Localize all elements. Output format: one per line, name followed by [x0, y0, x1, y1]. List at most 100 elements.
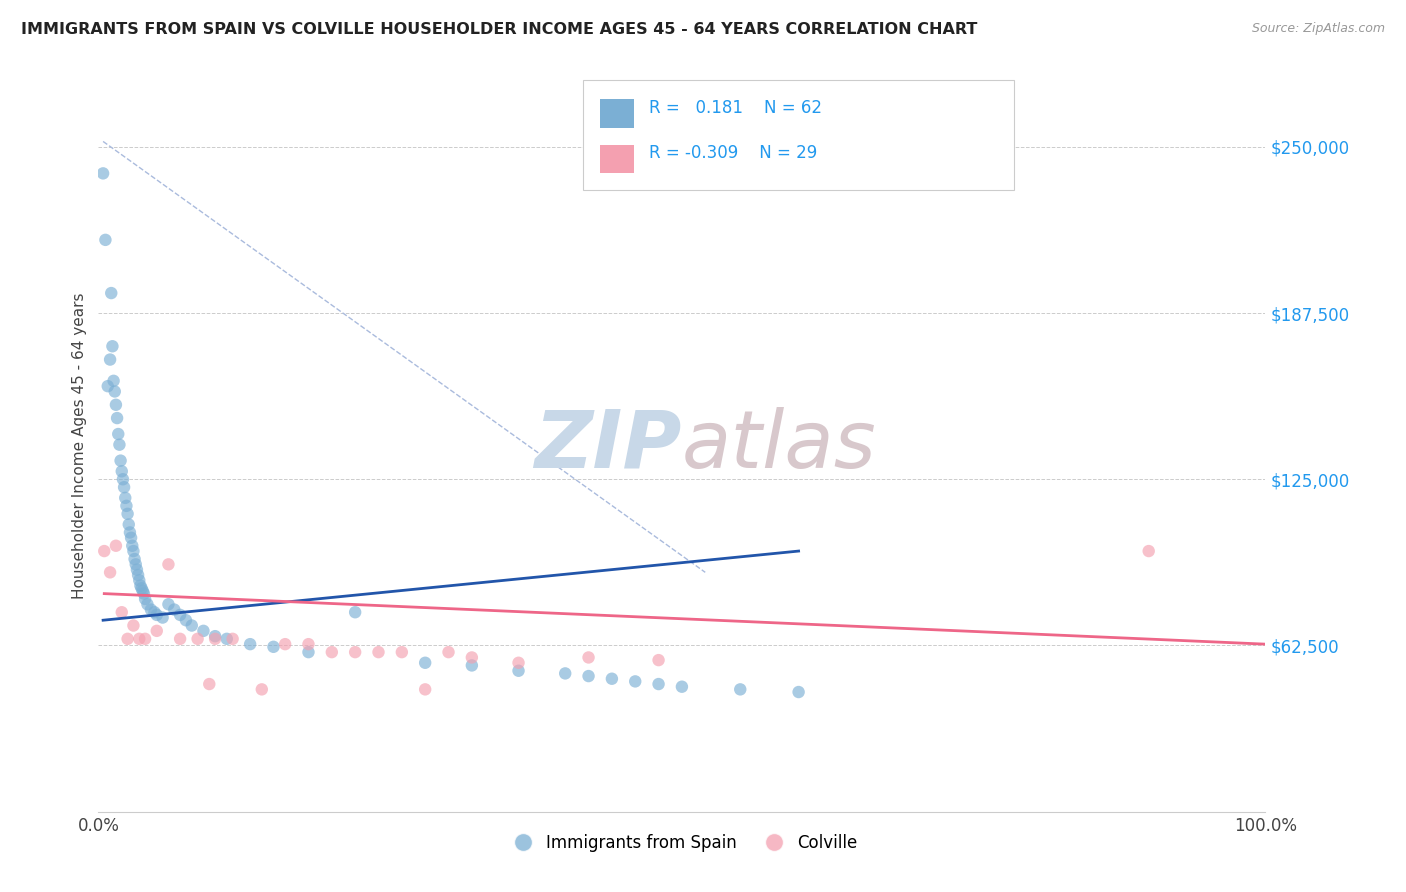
Point	[93, 544, 115, 558]
Point	[169, 607, 191, 622]
Point	[122, 618, 145, 632]
Point	[508, 664, 530, 678]
Point	[104, 384, 127, 399]
Point	[128, 632, 150, 646]
Point	[101, 339, 124, 353]
Point	[129, 579, 152, 593]
Point	[117, 632, 139, 646]
Point	[321, 645, 343, 659]
Point	[297, 637, 319, 651]
Point	[1137, 544, 1160, 558]
Point	[124, 552, 146, 566]
Point	[115, 499, 138, 513]
Text: ZIP: ZIP	[534, 407, 682, 485]
Point	[297, 645, 319, 659]
Point	[262, 640, 284, 654]
Point	[105, 411, 128, 425]
Point	[239, 637, 262, 651]
Point	[180, 618, 202, 632]
Point	[508, 656, 530, 670]
Point	[152, 610, 174, 624]
Point	[344, 605, 367, 619]
Point	[413, 682, 436, 697]
Point	[111, 605, 134, 619]
Point	[391, 645, 413, 659]
Point	[600, 672, 623, 686]
Point	[134, 632, 156, 646]
Point	[112, 480, 135, 494]
Point	[122, 544, 145, 558]
Point	[131, 582, 153, 596]
FancyBboxPatch shape	[582, 80, 1015, 190]
Point	[461, 658, 484, 673]
Point	[157, 597, 180, 611]
Point	[157, 558, 180, 572]
Point	[110, 453, 132, 467]
FancyBboxPatch shape	[600, 145, 634, 173]
Point	[274, 637, 297, 651]
Point	[94, 233, 117, 247]
Point	[132, 584, 155, 599]
Point	[136, 597, 159, 611]
Point	[98, 566, 121, 580]
Point	[91, 166, 114, 180]
Point	[174, 613, 197, 627]
Point	[128, 574, 150, 588]
Point	[344, 645, 367, 659]
Point	[103, 374, 125, 388]
Text: R =   0.181    N = 62: R = 0.181 N = 62	[650, 99, 823, 117]
Point	[139, 602, 162, 616]
Point	[578, 650, 600, 665]
Point	[127, 568, 149, 582]
Point	[647, 653, 669, 667]
Point	[193, 624, 215, 638]
Point	[125, 558, 148, 572]
Y-axis label: Householder Income Ages 45 - 64 years: Householder Income Ages 45 - 64 years	[72, 293, 87, 599]
Point	[146, 607, 169, 622]
Point	[120, 531, 142, 545]
Point	[169, 632, 191, 646]
Text: atlas: atlas	[682, 407, 877, 485]
Point	[163, 602, 186, 616]
Point	[671, 680, 693, 694]
Legend: Immigrants from Spain, Colville: Immigrants from Spain, Colville	[499, 827, 865, 858]
Point	[143, 605, 166, 619]
Point	[111, 472, 134, 486]
Point	[104, 539, 127, 553]
Point	[108, 438, 131, 452]
Point	[787, 685, 810, 699]
Point	[97, 379, 120, 393]
Point	[98, 352, 121, 367]
Point	[104, 398, 127, 412]
Point	[198, 677, 221, 691]
Point	[125, 563, 148, 577]
Point	[624, 674, 647, 689]
Point	[204, 632, 226, 646]
Point	[100, 286, 122, 301]
Point	[146, 624, 169, 638]
Point	[250, 682, 273, 697]
Point	[121, 539, 143, 553]
Point	[134, 591, 156, 606]
Point	[461, 650, 484, 665]
Point	[578, 669, 600, 683]
Text: R = -0.309    N = 29: R = -0.309 N = 29	[650, 145, 817, 162]
Point	[367, 645, 389, 659]
Point	[114, 491, 136, 505]
Point	[111, 464, 134, 478]
FancyBboxPatch shape	[600, 99, 634, 128]
Point	[221, 632, 243, 646]
Text: IMMIGRANTS FROM SPAIN VS COLVILLE HOUSEHOLDER INCOME AGES 45 - 64 YEARS CORRELAT: IMMIGRANTS FROM SPAIN VS COLVILLE HOUSEH…	[21, 22, 977, 37]
Point	[117, 507, 139, 521]
Point	[187, 632, 209, 646]
Point	[437, 645, 460, 659]
Point	[413, 656, 436, 670]
Point	[107, 427, 129, 442]
Point	[647, 677, 669, 691]
Point	[118, 517, 141, 532]
Point	[730, 682, 752, 697]
Point	[215, 632, 238, 646]
Point	[204, 629, 226, 643]
Point	[554, 666, 576, 681]
Point	[118, 525, 141, 540]
